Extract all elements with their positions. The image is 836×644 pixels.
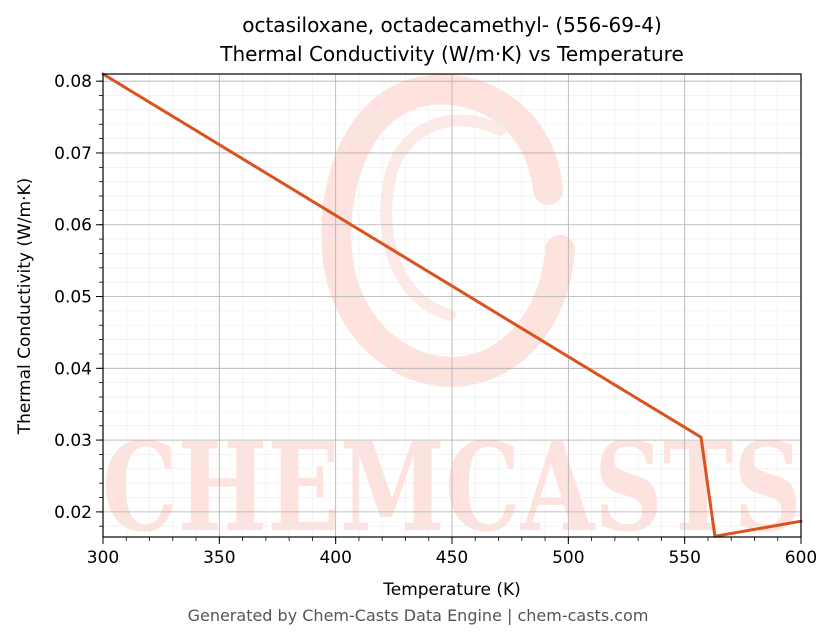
y-tick-label: 0.08 [54, 72, 92, 92]
y-tick-label: 0.05 [54, 288, 92, 308]
y-tick-label: 0.02 [54, 503, 92, 523]
x-tick-label: 300 [87, 548, 119, 568]
watermark-swirl [321, 74, 575, 388]
x-axis-label: Temperature (K) [382, 580, 521, 600]
axis-ticks [96, 80, 802, 544]
chart-title-line2: Thermal Conductivity (W/m·K) vs Temperat… [219, 42, 684, 66]
y-tick-label: 0.03 [54, 431, 92, 451]
x-tick-label: 500 [552, 548, 584, 568]
x-tick-label: 550 [668, 548, 700, 568]
series-line [101, 72, 803, 538]
x-tick-label: 400 [319, 548, 351, 568]
y-tick-label: 0.06 [54, 216, 92, 236]
y-axis-label: Thermal Conductivity (W/m·K) [15, 178, 35, 436]
chart-title-line1: octasiloxane, octadecamethyl- (556-69-4) [242, 13, 662, 37]
x-tick-label: 600 [785, 548, 817, 568]
y-tick-label: 0.07 [54, 144, 92, 164]
x-tick-label: 450 [436, 548, 468, 568]
y-tick-label: 0.04 [54, 359, 92, 379]
footer-credit: Generated by Chem-Casts Data Engine | ch… [187, 606, 649, 625]
series-layer [101, 72, 803, 538]
watermark-swirl-inner [380, 114, 506, 321]
x-tick-label: 350 [203, 548, 235, 568]
tick-labels: 300 350 400 450 500 550 600 0.02 0.03 0.04 0.05 0.0… [54, 72, 817, 568]
